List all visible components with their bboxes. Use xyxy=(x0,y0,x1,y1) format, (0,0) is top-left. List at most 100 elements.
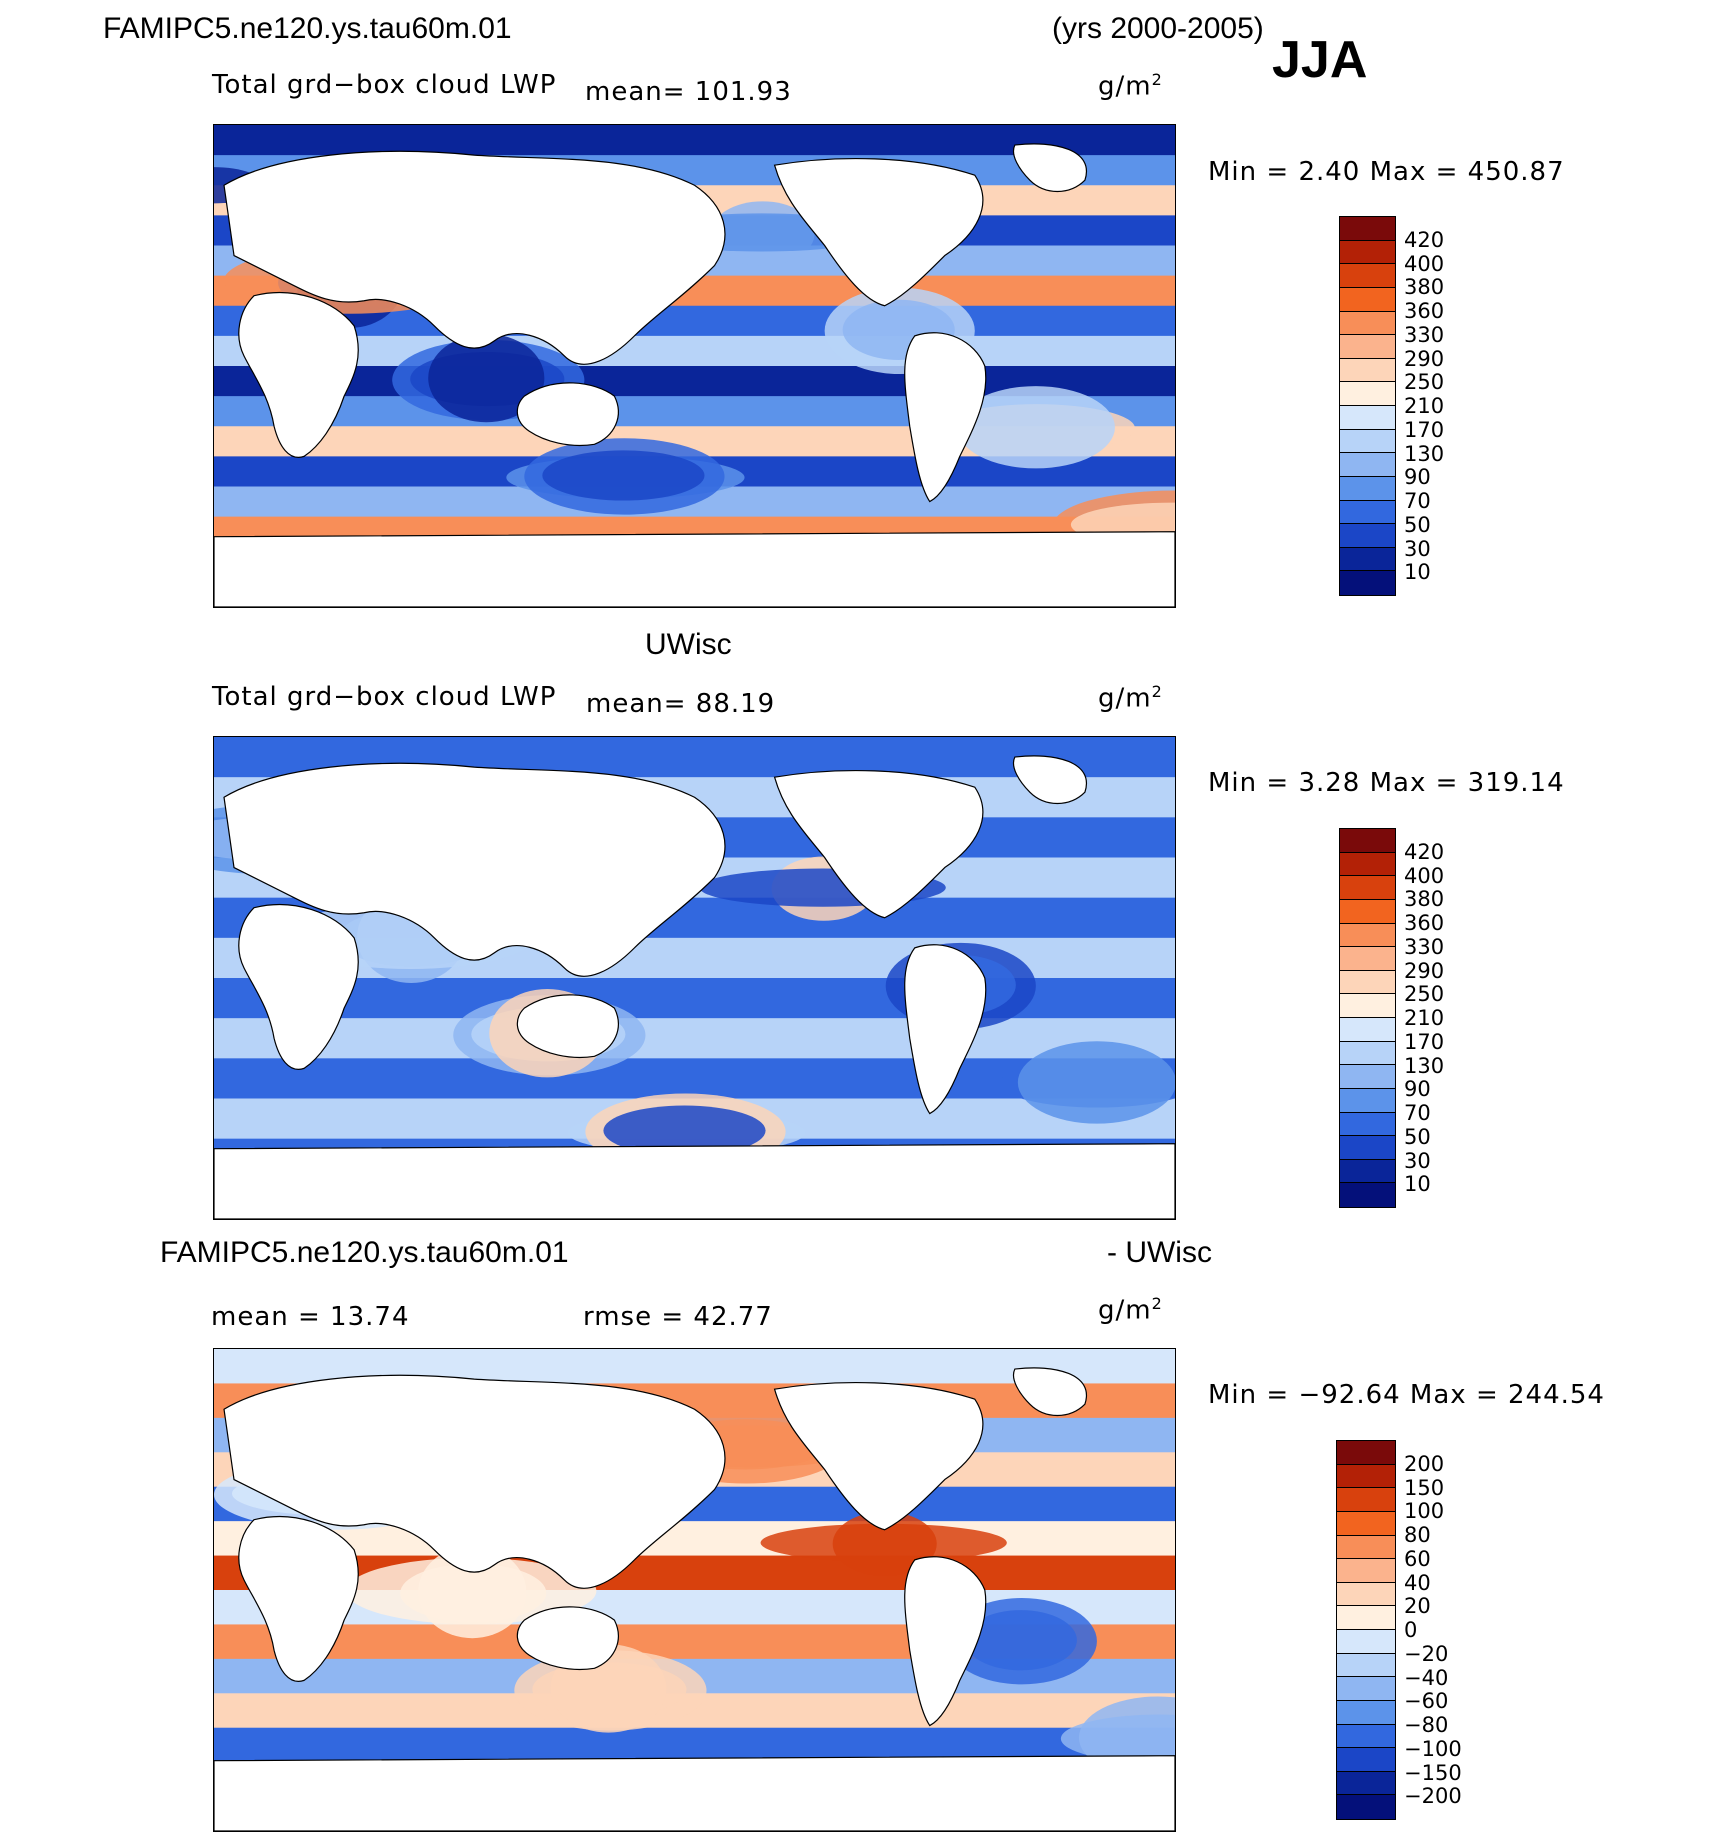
colorbar-swatch xyxy=(1340,1018,1395,1042)
panel3-rmse-value: rmse = 42.77 xyxy=(583,1302,773,1332)
colorbar-tick-label: 70 xyxy=(1404,489,1431,513)
colorbar-tick-label: −40 xyxy=(1404,1665,1449,1690)
colorbar-swatch xyxy=(1340,1088,1395,1113)
colorbar-swatch xyxy=(1337,1606,1395,1630)
colorbar-swatch xyxy=(1340,500,1395,525)
colorbar-swatch xyxy=(1340,382,1395,406)
colorbar-tick-label: 40 xyxy=(1404,1570,1431,1595)
continent-outline xyxy=(238,904,359,1070)
colorbar-swatch xyxy=(1340,1112,1395,1137)
colorbar-swatch xyxy=(1340,453,1395,477)
colorbar-swatch xyxy=(1337,1677,1395,1701)
colorbar-swatch xyxy=(1337,1630,1395,1654)
colorbar-tick-label: −200 xyxy=(1404,1784,1462,1809)
continent-outline xyxy=(214,531,1175,607)
continent-outline xyxy=(904,1556,987,1727)
colorbar-swatch xyxy=(1340,335,1395,359)
colorbar-swatch xyxy=(1340,524,1395,548)
colorbar-tick-label: 170 xyxy=(1404,1029,1445,1054)
panel2-unit-label: g/m2 xyxy=(1098,682,1163,714)
colorbar-swatch xyxy=(1340,994,1395,1018)
colorbar-swatch xyxy=(1340,240,1395,265)
continent-outline xyxy=(214,1143,1175,1219)
colorbar-swatch xyxy=(1340,406,1395,430)
panel2-title: UWisc xyxy=(645,628,732,661)
continent-outline xyxy=(516,1606,619,1671)
colorbar-swatch xyxy=(1337,1700,1395,1725)
colorbar-tick-label: 20 xyxy=(1404,1594,1431,1619)
continent-outline xyxy=(1013,1367,1088,1416)
colorbar-swatch xyxy=(1340,571,1395,595)
colorbar-tick-label: 360 xyxy=(1404,911,1445,935)
colorbar-swatch xyxy=(1337,1464,1395,1489)
colorbar-tick-label: 420 xyxy=(1404,839,1445,864)
continent-outline xyxy=(1013,755,1088,804)
colorbar-swatch xyxy=(1340,970,1395,995)
panel2-variable-label: Total grd−box cloud LWP xyxy=(212,682,557,712)
panel2-map xyxy=(213,736,1176,1220)
continent-outline xyxy=(904,332,987,503)
continent-outline xyxy=(238,1516,359,1682)
field-contour-blob xyxy=(346,1557,597,1625)
colorbar-tick-label: −60 xyxy=(1404,1689,1449,1714)
colorbar-tick-label: 400 xyxy=(1404,863,1445,888)
colorbar-tick-label: 210 xyxy=(1404,394,1445,418)
panel3-title-left: FAMIPC5.ne120.ys.tau60m.01 xyxy=(160,1236,569,1269)
field-contour-blob xyxy=(964,1610,1077,1671)
colorbar-swatch xyxy=(1340,547,1395,572)
years-range-label: (yrs 2000-2005) xyxy=(1052,12,1264,45)
field-contour-blob xyxy=(1017,1041,1175,1124)
colorbar-swatch xyxy=(1340,429,1395,454)
colorbar-swatch xyxy=(1340,829,1395,853)
panel3-map xyxy=(213,1348,1176,1832)
colorbar-tick-label: 210 xyxy=(1404,1006,1445,1030)
colorbar-swatch xyxy=(1337,1488,1395,1512)
ocean-field-band xyxy=(214,335,1175,368)
colorbar-swatch xyxy=(1340,1183,1395,1207)
colorbar-tick-label: 150 xyxy=(1404,1475,1445,1500)
colorbar-swatch xyxy=(1340,1136,1395,1160)
panel1-minmax-label: Min = 2.40 Max = 450.87 xyxy=(1208,157,1565,187)
colorbar-swatch xyxy=(1340,1065,1395,1089)
panel3-unit-label: g/m2 xyxy=(1098,1294,1163,1326)
panel1-colorbar xyxy=(1339,216,1396,596)
continent-outline xyxy=(223,150,726,365)
colorbar-swatch xyxy=(1340,1159,1395,1184)
colorbar-tick-label: 80 xyxy=(1404,1523,1431,1547)
field-contour-blob xyxy=(603,1105,766,1156)
colorbar-swatch xyxy=(1340,947,1395,971)
continent-outline xyxy=(904,944,987,1115)
colorbar-tick-label: 100 xyxy=(1404,1499,1445,1524)
continent-outline xyxy=(223,762,726,977)
colorbar-tick-label: 30 xyxy=(1404,536,1431,561)
colorbar-tick-label: 30 xyxy=(1404,1148,1431,1173)
colorbar-tick-label: −100 xyxy=(1404,1736,1462,1761)
colorbar-tick-label: 290 xyxy=(1404,346,1445,371)
colorbar-swatch xyxy=(1337,1653,1395,1678)
colorbar-tick-label: −150 xyxy=(1404,1760,1462,1785)
continent-outline xyxy=(773,157,984,307)
colorbar-swatch xyxy=(1337,1724,1395,1749)
colorbar-swatch xyxy=(1337,1582,1395,1607)
colorbar-tick-label: −80 xyxy=(1404,1713,1449,1737)
colorbar-tick-label: 380 xyxy=(1404,887,1445,912)
case-name-title: FAMIPC5.ne120.ys.tau60m.01 xyxy=(103,12,512,45)
colorbar-tick-label: 250 xyxy=(1404,370,1445,395)
colorbar-swatch xyxy=(1340,311,1395,336)
continent-outline xyxy=(773,1381,984,1531)
colorbar-swatch xyxy=(1340,264,1395,288)
panel3-mean-value: mean = 13.74 xyxy=(211,1302,410,1332)
continent-outline xyxy=(516,382,619,447)
colorbar-tick-label: 400 xyxy=(1404,251,1445,276)
panel1-variable-label: Total grd−box cloud LWP xyxy=(212,70,557,100)
season-label: JJA xyxy=(1272,31,1368,89)
colorbar-swatch xyxy=(1340,476,1395,501)
continent-outline xyxy=(516,994,619,1059)
colorbar-tick-label: 330 xyxy=(1404,934,1445,959)
panel3-map-svg xyxy=(214,1349,1175,1831)
panel2-colorbar xyxy=(1339,828,1396,1208)
panel2-minmax-label: Min = 3.28 Max = 319.14 xyxy=(1208,768,1565,798)
panel1-mean-value: mean= 101.93 xyxy=(585,77,792,107)
panel3-title-right: - UWisc xyxy=(1107,1236,1212,1269)
panel3-minmax-label: Min = −92.64 Max = 244.54 xyxy=(1208,1380,1605,1410)
